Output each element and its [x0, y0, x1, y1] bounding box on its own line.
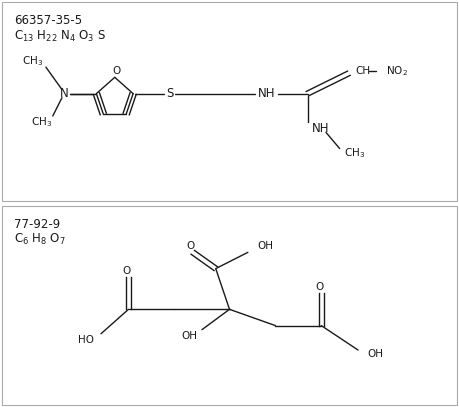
Text: O: O: [186, 241, 195, 251]
Text: N: N: [60, 87, 69, 100]
Text: OH: OH: [257, 241, 273, 251]
Text: S: S: [166, 87, 174, 100]
Text: O: O: [315, 282, 323, 292]
Text: NH: NH: [257, 87, 275, 100]
Text: NO$_2$: NO$_2$: [386, 64, 408, 78]
Text: OH: OH: [181, 331, 197, 341]
Text: OH: OH: [367, 349, 383, 359]
Text: NH: NH: [312, 122, 330, 135]
Text: C$_6$ H$_8$ O$_7$: C$_6$ H$_8$ O$_7$: [14, 232, 66, 247]
Text: 66357-35-5: 66357-35-5: [14, 14, 82, 27]
Text: CH: CH: [356, 66, 371, 76]
Text: HO: HO: [78, 335, 94, 345]
Text: CH$_3$: CH$_3$: [344, 146, 365, 160]
Text: O: O: [112, 66, 120, 76]
Text: O: O: [122, 266, 130, 276]
Text: CH$_3$: CH$_3$: [22, 54, 43, 68]
Text: 77-92-9: 77-92-9: [14, 218, 60, 231]
Text: C$_{13}$ H$_{22}$ N$_4$ O$_3$ S: C$_{13}$ H$_{22}$ N$_4$ O$_3$ S: [14, 28, 106, 44]
Text: CH$_3$: CH$_3$: [31, 115, 52, 129]
